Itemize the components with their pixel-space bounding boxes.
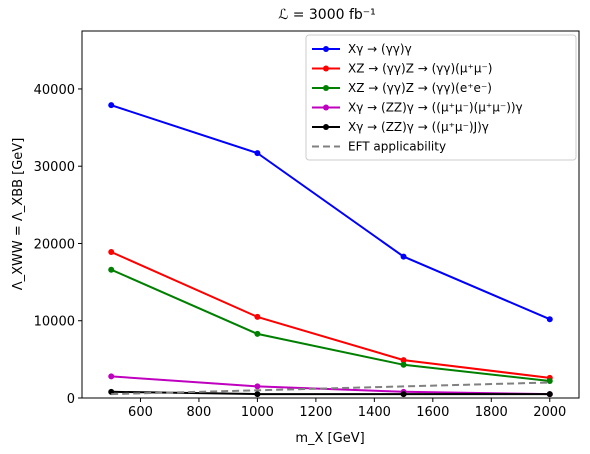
series-0-point-0 bbox=[108, 102, 115, 109]
y-tick-label-10000: 10000 bbox=[34, 315, 75, 330]
legend-marker-3 bbox=[323, 104, 329, 111]
legend-label-3: Xγ → (ZZ)γ → ((μ⁺μ⁻)(μ⁺μ⁻))γ bbox=[348, 101, 523, 115]
series-3-point-1 bbox=[254, 383, 261, 390]
series-0-point-2 bbox=[400, 253, 407, 260]
series-line-3 bbox=[111, 375, 550, 396]
x-tick-label-1800: 1800 bbox=[475, 405, 508, 420]
series-1-point-2 bbox=[400, 357, 407, 364]
legend-marker-1 bbox=[323, 65, 329, 72]
series-line-4 bbox=[111, 390, 550, 396]
plot-frame bbox=[81, 30, 580, 399]
y-axis: 0 10000 20000 30000 40000 bbox=[34, 83, 82, 407]
x-tick-label-1000: 1000 bbox=[241, 405, 274, 420]
series-line-2 bbox=[110, 268, 550, 382]
series-2-point-0 bbox=[108, 266, 115, 273]
series-1-point-1 bbox=[254, 313, 261, 320]
chart-title: ℒ = 3000 fb⁻¹ bbox=[278, 7, 376, 23]
legend-box bbox=[305, 34, 577, 161]
x-axis: 600 800 1000 1200 1400 1600 1800 2000 bbox=[128, 398, 566, 420]
x-axis-label: m_X [GeV] bbox=[295, 431, 364, 446]
legend: Xγ → (γγ)γ XZ → (γγ)Z → (γγ)(μ⁺μ⁻) XZ → (γ… bbox=[305, 34, 577, 161]
y-tick-label-30000: 30000 bbox=[34, 160, 75, 175]
series-4-point-1 bbox=[254, 391, 261, 398]
x-tick-label-2000: 2000 bbox=[533, 405, 566, 420]
series-2-point-2 bbox=[400, 361, 407, 368]
series-4-point-3 bbox=[546, 391, 553, 398]
legend-label-0: Xγ → (γγ)γ bbox=[348, 42, 412, 56]
legend-label-2: XZ → (γγ)Z → (γγ)(e⁺e⁻) bbox=[348, 81, 492, 95]
series-3-point-0 bbox=[108, 373, 115, 380]
series-line-5 bbox=[111, 381, 550, 396]
y-tick-label-40000: 40000 bbox=[34, 83, 75, 98]
series-0-point-3 bbox=[546, 316, 553, 323]
x-tick-label-800: 800 bbox=[187, 405, 212, 420]
series-2-point-1 bbox=[254, 330, 261, 337]
legend-marker-2 bbox=[323, 85, 329, 91]
x-tick-label-1600: 1600 bbox=[416, 405, 449, 420]
x-tick-label-1200: 1200 bbox=[299, 405, 332, 420]
y-tick-label-0: 0 bbox=[67, 392, 75, 407]
series-1-point-0 bbox=[108, 248, 115, 255]
series-2-point-3 bbox=[546, 378, 553, 385]
plot-area bbox=[108, 102, 553, 398]
x-tick-label-1400: 1400 bbox=[358, 405, 391, 420]
series-0-point-1 bbox=[254, 150, 261, 157]
y-axis-label: Λ_XWW = Λ_XBB [GeV] bbox=[11, 138, 26, 291]
series-line-0 bbox=[110, 104, 551, 321]
legend-label-4: Xγ → (ZZ)γ → ((μ⁺μ⁻)J)γ bbox=[348, 120, 489, 134]
legend-label-1: XZ → (γγ)Z → (γγ)(μ⁺μ⁻) bbox=[348, 62, 492, 76]
legend-marker-0 bbox=[323, 46, 329, 52]
x-tick-label-600: 600 bbox=[128, 405, 153, 420]
legend-label-5: EFT applicability bbox=[348, 140, 446, 154]
legend-marker-4 bbox=[323, 124, 329, 130]
series-line-1 bbox=[110, 251, 550, 379]
y-tick-label-20000: 20000 bbox=[34, 237, 75, 252]
series-4-point-2 bbox=[400, 391, 407, 398]
